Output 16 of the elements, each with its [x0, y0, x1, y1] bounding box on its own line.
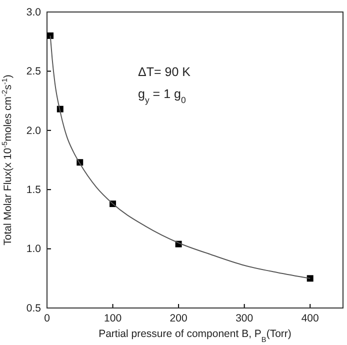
x-tick-label: 400 — [301, 312, 320, 324]
x-tick-label: 300 — [236, 312, 254, 324]
x-tick-label: 0 — [44, 312, 50, 324]
annotation: g$_{y}$ = 1 g$_{0}$ — [138, 87, 186, 105]
point — [306, 275, 314, 282]
y-tick-label: 0.5 — [26, 302, 42, 314]
point — [47, 32, 54, 39]
y-tick-label: 1.5 — [26, 184, 42, 196]
x-axis-title: Partial pressure of component B, P$_{B}$(Torr) — [98, 328, 292, 344]
x-tick-label: 100 — [104, 312, 122, 324]
y-tick-label: 2.5 — [26, 66, 42, 78]
y-tick-label: 2.0 — [26, 124, 42, 137]
y-tick-label: 3.0 — [26, 6, 42, 18]
y-tick-label: 1.0 — [26, 243, 42, 256]
annotation: ΔT= 90 K — [138, 65, 192, 79]
x-tick-label: 200 — [170, 312, 188, 324]
